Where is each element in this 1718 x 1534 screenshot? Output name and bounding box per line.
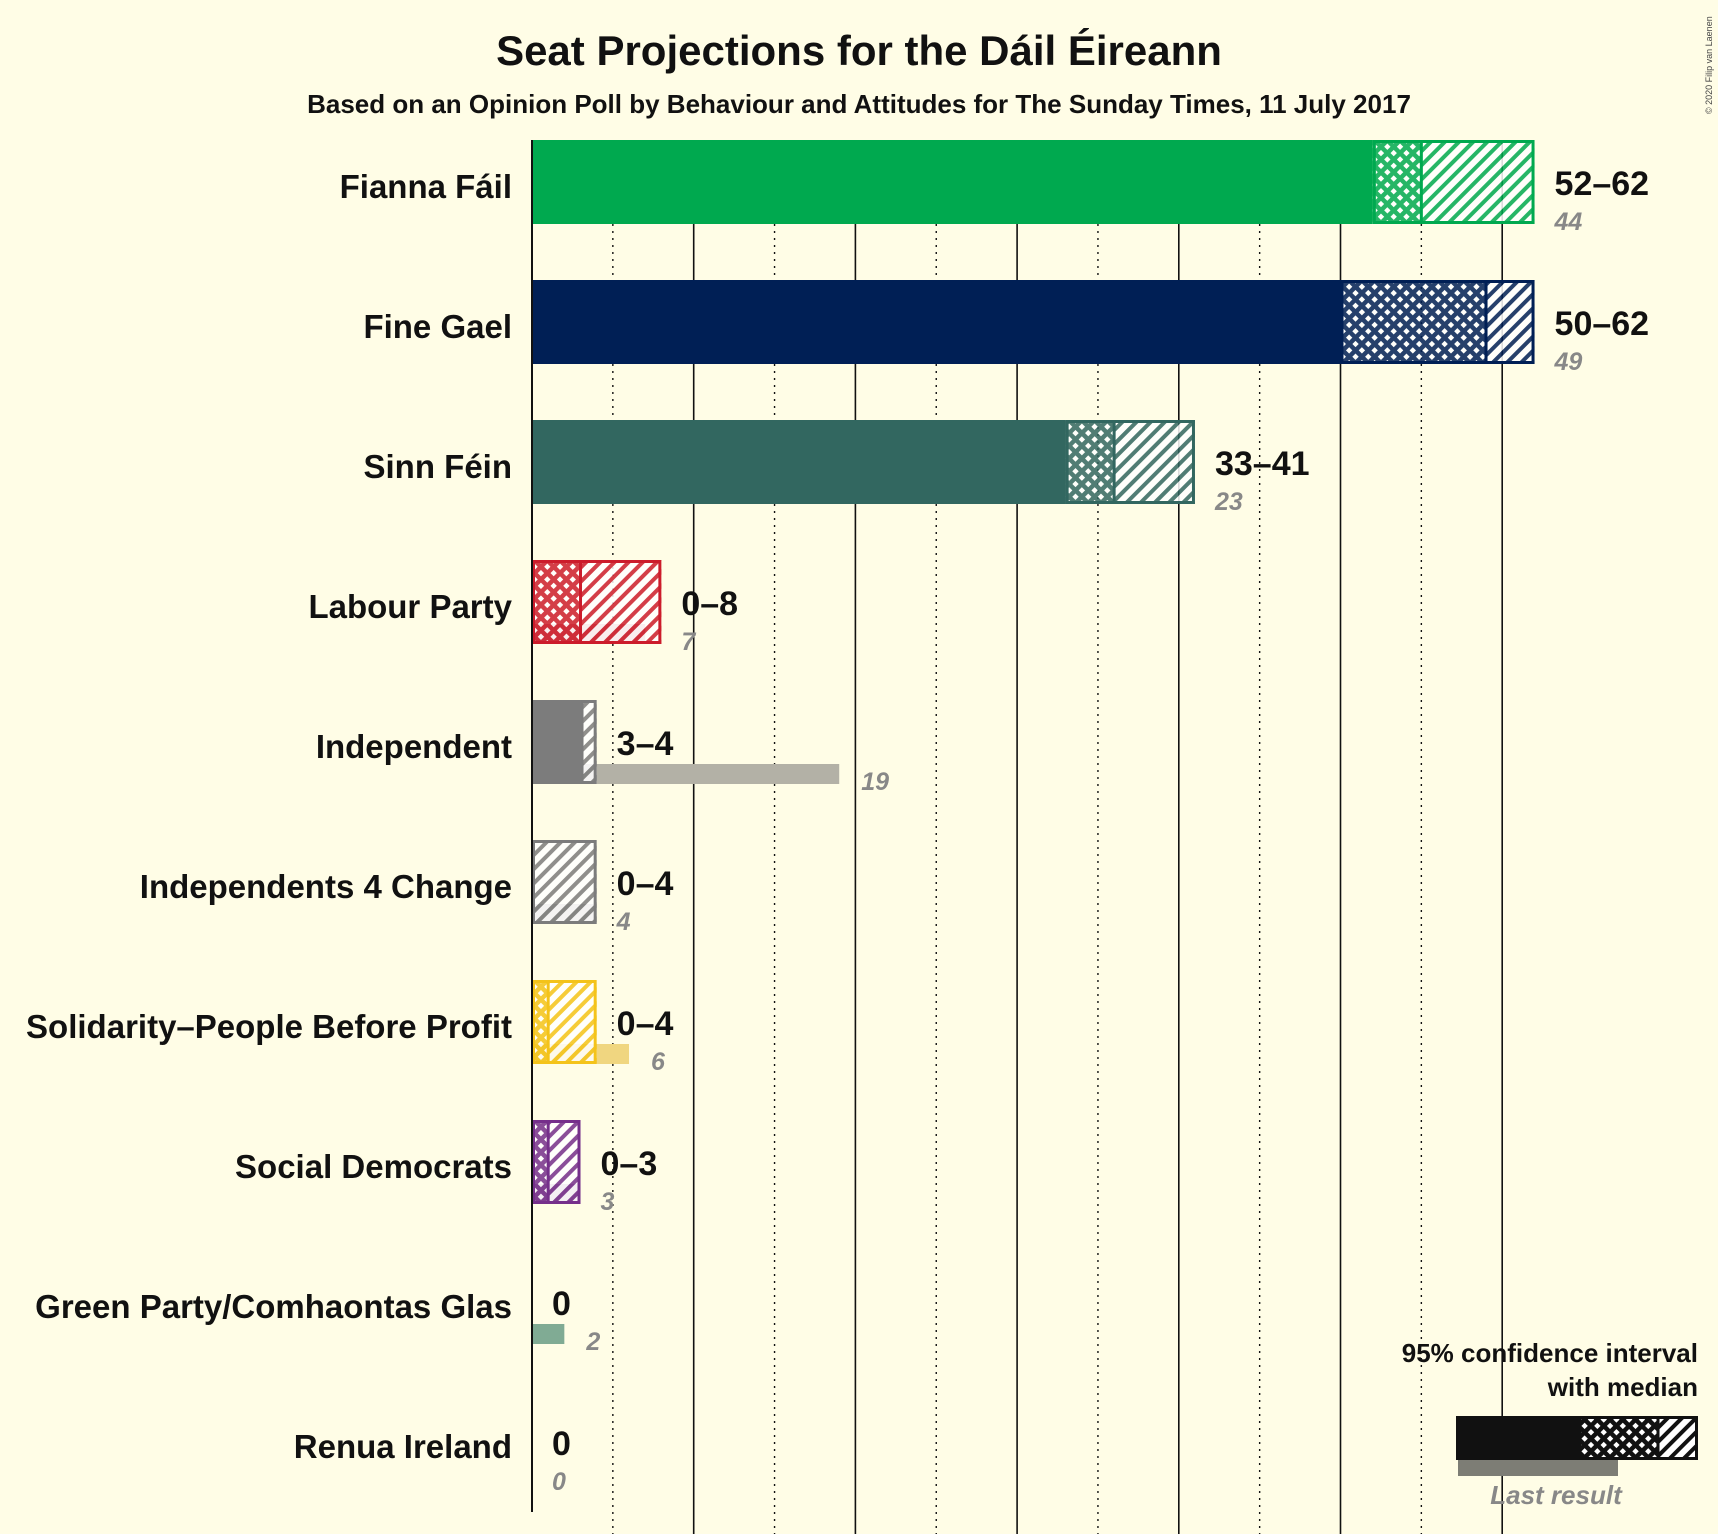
party-label: Solidarity–People Before Profit <box>26 1008 512 1045</box>
seat-bar <box>532 280 1341 364</box>
party-label: Renua Ireland <box>294 1428 512 1465</box>
range-label: 0–4 <box>617 865 674 903</box>
ci-lower-hatch <box>532 560 581 644</box>
last-result-label: 3 <box>601 1188 615 1216</box>
party-bars: Fianna Fáil 52–62 44 Fine Gael 50–62 49 Sinn F… <box>26 140 1649 1496</box>
ci-outline <box>532 1120 581 1204</box>
ci-outline <box>1340 280 1535 364</box>
seat-bar <box>532 700 581 784</box>
party-label: Fianna Fáil <box>340 168 512 205</box>
ci-outline <box>580 700 597 784</box>
copyright-note: © 2020 Filip van Laenen <box>1704 16 1714 114</box>
last-result-label: 49 <box>1554 348 1583 376</box>
party-label: Fine Gael <box>363 308 512 345</box>
legend-last-label: Last result <box>1490 1480 1623 1510</box>
ci-outline <box>532 840 597 924</box>
last-result-label: 2 <box>585 1328 600 1356</box>
party-label: Independent <box>316 728 512 765</box>
last-result-label: 44 <box>1554 208 1583 236</box>
party-row: Green Party/Comhaontas Glas 02 <box>35 1285 600 1356</box>
party-row: Independent 3–4 19 <box>316 700 889 796</box>
range-label: 50–62 <box>1555 305 1650 343</box>
range-label: 0–3 <box>601 1145 658 1183</box>
legend-hatch <box>1658 1416 1698 1460</box>
legend-last-bar <box>1458 1460 1618 1476</box>
last-result-label: 4 <box>616 908 631 936</box>
ci-upper-hatch <box>1486 280 1535 364</box>
party-row: Labour Party 0–8 7 <box>308 560 738 656</box>
ci-upper-hatch <box>580 700 597 784</box>
party-row: Solidarity–People Before Profit 0–4 6 <box>26 980 673 1076</box>
range-label: 3–4 <box>617 725 674 763</box>
gridlines <box>612 140 1503 1534</box>
party-label: Social Democrats <box>235 1148 512 1185</box>
seat-bar <box>532 140 1373 224</box>
party-row: Independents 4 Change 0–4 4 <box>140 840 674 936</box>
range-label: 0 <box>552 1425 571 1463</box>
range-label: 0–8 <box>681 585 738 623</box>
party-row: Sinn Féin 33–41 23 <box>364 420 1310 516</box>
ci-upper-hatch <box>548 980 597 1064</box>
last-result-label: 19 <box>861 768 889 796</box>
legend: 95% confidence interval with median Last r… <box>1402 1338 1698 1510</box>
party-row: Social Democrats 0–3 3 <box>235 1120 657 1216</box>
ci-upper-hatch <box>1114 420 1195 504</box>
last-result-label: 6 <box>651 1048 666 1076</box>
chart-subtitle: Based on an Opinion Poll by Behaviour an… <box>307 89 1411 119</box>
party-row: Renua Ireland 0 0 <box>294 1425 571 1496</box>
ci-lower-hatch <box>1065 420 1115 504</box>
legend-outline <box>1578 1416 1698 1460</box>
ci-outline <box>1065 420 1195 504</box>
ci-upper-hatch <box>532 840 597 924</box>
ci-upper-hatch <box>1421 140 1535 224</box>
seat-bar <box>532 420 1066 504</box>
legend-line2: with median <box>1547 1372 1698 1402</box>
ci-upper-hatch <box>580 560 662 644</box>
legend-solid <box>1456 1416 1578 1460</box>
legend-cross <box>1578 1416 1658 1460</box>
ci-outline <box>1372 140 1535 224</box>
ci-outline <box>532 560 662 644</box>
ci-lower-hatch <box>1372 140 1422 224</box>
party-label: Green Party/Comhaontas Glas <box>35 1288 512 1325</box>
last-result-label: 23 <box>1214 488 1243 516</box>
last-result-label: 0 <box>552 1468 566 1496</box>
party-label: Independents 4 Change <box>140 868 512 905</box>
ci-upper-hatch <box>548 1120 581 1204</box>
last-result-bar <box>532 1324 565 1344</box>
chart-title: Seat Projections for the Dáil Éireann <box>496 27 1222 74</box>
last-result-label: 7 <box>681 628 696 656</box>
ci-lower-hatch <box>532 980 549 1064</box>
range-label: 0–4 <box>617 1005 674 1043</box>
range-label: 52–62 <box>1555 165 1650 203</box>
range-label: 33–41 <box>1215 445 1310 483</box>
legend-line1: 95% confidence interval <box>1402 1338 1698 1368</box>
party-label: Sinn Féin <box>364 448 513 485</box>
ci-outline <box>532 980 597 1064</box>
ci-lower-hatch <box>1340 280 1487 364</box>
range-label: 0 <box>552 1285 571 1323</box>
ci-lower-hatch <box>532 1120 549 1204</box>
last-result-bar <box>532 764 840 784</box>
party-row: Fine Gael 50–62 49 <box>363 280 1649 376</box>
party-row: Fianna Fáil 52–62 44 <box>340 140 1649 236</box>
party-label: Labour Party <box>308 588 512 625</box>
